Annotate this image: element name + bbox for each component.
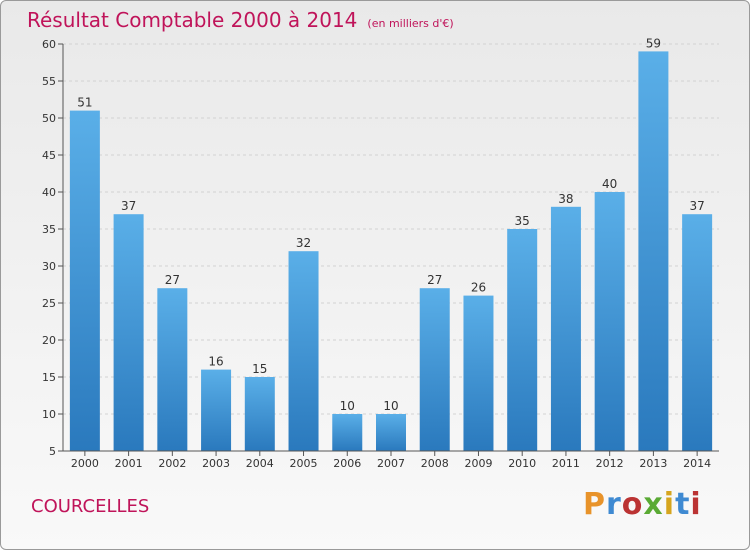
brand-letter: t [675, 487, 691, 522]
brand-letter: r [606, 487, 622, 522]
x-tick-label: 2003 [202, 457, 230, 470]
value-label: 40 [602, 177, 617, 191]
title-text: Résultat Comptable 2000 à 2014 [27, 8, 358, 32]
brand-letter: x [643, 487, 664, 522]
x-tick-label: 2009 [464, 457, 492, 470]
value-label: 26 [471, 281, 486, 295]
value-label: 10 [340, 399, 355, 413]
y-tick-label: 20 [42, 334, 56, 347]
y-tick-label: 55 [42, 75, 56, 88]
y-tick-label: 50 [42, 112, 56, 125]
x-tick-label: 2010 [508, 457, 536, 470]
value-label: 37 [121, 199, 136, 213]
x-tick-label: 2006 [333, 457, 361, 470]
bar-2005 [288, 251, 319, 451]
brand-logo: Proxiti [583, 487, 702, 522]
value-label: 27 [165, 273, 180, 287]
y-tick-label: 5 [49, 445, 56, 458]
bars: 51 37 27 16 15 32 10 10 27 26 35 38 40 59 37 [69, 36, 713, 452]
x-tick-label: 2002 [158, 457, 186, 470]
y-tick-label: 30 [42, 260, 56, 273]
value-label: 35 [515, 214, 530, 228]
bar-2013 [638, 51, 669, 452]
location-label: COURCELLES [31, 496, 150, 517]
bar-2006 [332, 414, 363, 451]
bar-2012 [594, 192, 625, 451]
value-label: 51 [77, 96, 92, 110]
bar-2000 [69, 110, 100, 451]
bar-2003 [201, 369, 232, 451]
value-label: 32 [296, 236, 311, 250]
x-tick-label: 2011 [552, 457, 580, 470]
bar-2010 [507, 229, 538, 451]
value-label: 10 [383, 399, 398, 413]
value-label: 38 [558, 192, 573, 206]
value-label: 37 [689, 199, 704, 213]
value-label: 15 [252, 362, 267, 376]
x-tick-label: 2013 [639, 457, 667, 470]
x-tick-label: 2008 [421, 457, 449, 470]
bar-2004 [244, 377, 275, 451]
y-tick-label: 40 [42, 186, 56, 199]
y-tick-label: 15 [42, 371, 56, 384]
x-tick-label: 2014 [683, 457, 711, 470]
y-tick-label: 35 [42, 223, 56, 236]
bar-2001 [113, 214, 144, 451]
x-tick-label: 2000 [71, 457, 99, 470]
y-tick-label: 45 [42, 149, 56, 162]
bar-2007 [376, 414, 406, 451]
y-tick-label: 10 [42, 408, 56, 421]
value-label: 27 [427, 273, 442, 287]
y-tick-label: 25 [42, 297, 56, 310]
x-tick-label: 2007 [377, 457, 405, 470]
brand-letter: i [663, 487, 676, 522]
bar-2011 [550, 206, 581, 451]
brand-letter: o [621, 487, 644, 522]
x-tick-label: 2005 [290, 457, 318, 470]
axes: 5 10 15 20 25 30 35 40 45 50 55 60 2000 2001 2002 2003 2… [42, 38, 719, 470]
bar-2008 [419, 288, 450, 451]
x-tick-label: 2012 [596, 457, 624, 470]
y-tick-label: 60 [42, 38, 56, 51]
chart-title: Résultat Comptable 2000 à 2014 (en millie… [27, 8, 454, 32]
bar-2002 [157, 288, 188, 451]
bar-2014 [682, 214, 713, 451]
value-label: 59 [646, 36, 661, 50]
value-label: 16 [208, 355, 223, 369]
x-tick-label: 2004 [246, 457, 274, 470]
brand-letter: P [583, 487, 606, 522]
title-unit: (en milliers d'€) [367, 17, 454, 30]
brand-letter: i [690, 487, 702, 522]
x-tick-label: 2001 [115, 457, 143, 470]
bar-2009 [463, 295, 494, 451]
